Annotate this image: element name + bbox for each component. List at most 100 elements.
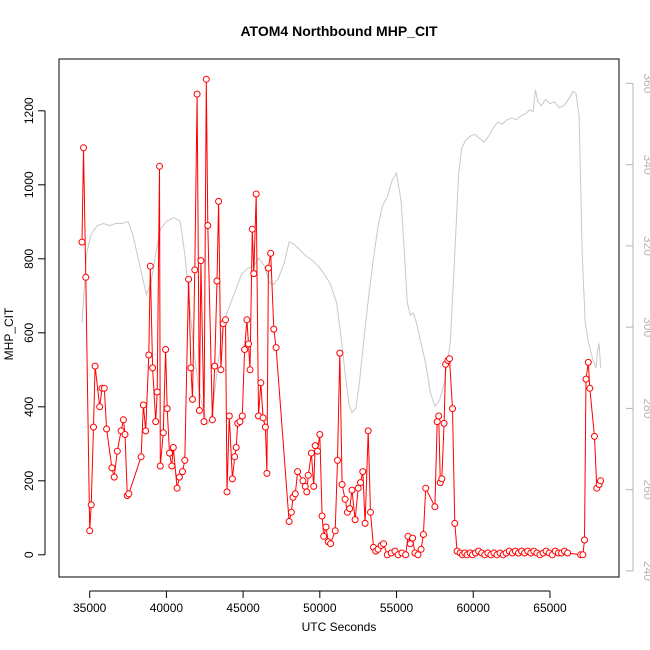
data-point [564, 549, 572, 557]
data-point [231, 453, 239, 461]
x-tick-label: 40000 [150, 601, 184, 615]
data-point [336, 349, 344, 357]
data-point [246, 366, 254, 374]
data-point [597, 477, 605, 485]
y-axis-label: MHP_CIT [2, 307, 16, 360]
data-point [166, 449, 173, 457]
data-point [334, 456, 341, 464]
data-point [402, 551, 410, 559]
data-point [241, 346, 249, 353]
data-point [346, 505, 354, 513]
data-point [125, 490, 133, 498]
data-point [261, 423, 269, 431]
data-point [417, 545, 425, 553]
data-point [380, 540, 387, 548]
plot-frame [58, 58, 620, 578]
data-point [327, 540, 335, 548]
data-point [78, 238, 86, 246]
data-point [311, 442, 319, 450]
data-point [222, 316, 229, 324]
data-point [285, 518, 293, 525]
data-point [195, 407, 203, 414]
data-point [238, 412, 246, 420]
x-axis-label: UTC Seconds [302, 620, 377, 634]
data-point [108, 464, 116, 472]
data-point [110, 473, 118, 481]
data-point [189, 395, 196, 403]
x-tick-label: 60000 [457, 601, 491, 615]
data-point [250, 270, 258, 278]
data-point [338, 481, 346, 488]
data-point [173, 484, 181, 492]
chart-title: ATOM4 Northbound MHP_CIT [240, 23, 437, 39]
data-point [146, 262, 154, 270]
data-point [103, 425, 111, 433]
data-point [149, 364, 157, 372]
data-point [438, 475, 446, 483]
data-point [272, 344, 280, 352]
data-point [364, 427, 372, 435]
y-tick-label: 800 [22, 248, 36, 268]
y2-tick-label: 300 [641, 317, 650, 337]
y-tick-label: 1200 [22, 97, 36, 124]
data-point [584, 358, 592, 366]
data-point [142, 427, 150, 435]
data-point [236, 418, 244, 426]
data-point [433, 418, 441, 426]
data-point [581, 536, 588, 544]
data-point [586, 384, 594, 392]
data-point [440, 419, 448, 427]
data-point [91, 362, 99, 370]
data-point [225, 412, 233, 420]
data-point [303, 488, 311, 496]
x-tick-label: 55000 [380, 601, 414, 615]
data-point [449, 405, 456, 413]
data-point [121, 431, 129, 438]
data-point [406, 540, 414, 548]
data-point [257, 379, 265, 387]
data-point [414, 551, 422, 559]
y2-tick-label: 340 [641, 155, 650, 175]
data-point [287, 508, 295, 516]
data-point [322, 523, 330, 531]
data-point [175, 473, 183, 481]
data-point [264, 264, 272, 272]
data-point [320, 532, 328, 540]
data-point [202, 75, 210, 83]
data-point [87, 501, 95, 509]
y-tick-label: 200 [22, 470, 36, 490]
data-point [228, 475, 236, 483]
data-point [419, 531, 427, 538]
axes-layer: 35000 40000 45000 50000 55000 60000 65000 0 200 4… [22, 73, 650, 615]
data-point [318, 512, 326, 520]
data-point [139, 401, 147, 409]
data-point [185, 275, 193, 283]
data-point [331, 527, 339, 535]
data-point [299, 477, 307, 485]
data-point [82, 273, 90, 281]
data-point [431, 503, 439, 511]
data-point [179, 468, 186, 476]
data-point [162, 346, 170, 353]
data-point [248, 225, 256, 233]
data-point [181, 456, 189, 464]
data-point [100, 384, 108, 392]
data-point [307, 449, 315, 457]
data-point [80, 144, 87, 152]
data-point [263, 469, 271, 477]
data-point [591, 432, 598, 440]
data-point [354, 484, 362, 492]
data-point [153, 388, 161, 396]
data-point [193, 90, 201, 98]
data-point [579, 551, 587, 559]
data-point [159, 429, 167, 437]
primary-series-layer [78, 75, 605, 559]
y2-tick-label: 360 [641, 73, 650, 93]
data-point [163, 405, 171, 413]
x-tick-label: 45000 [226, 601, 260, 615]
data-point [145, 351, 153, 359]
data-point [208, 416, 216, 424]
data-point [187, 364, 195, 372]
data-point [119, 416, 127, 424]
data-point [215, 197, 223, 205]
